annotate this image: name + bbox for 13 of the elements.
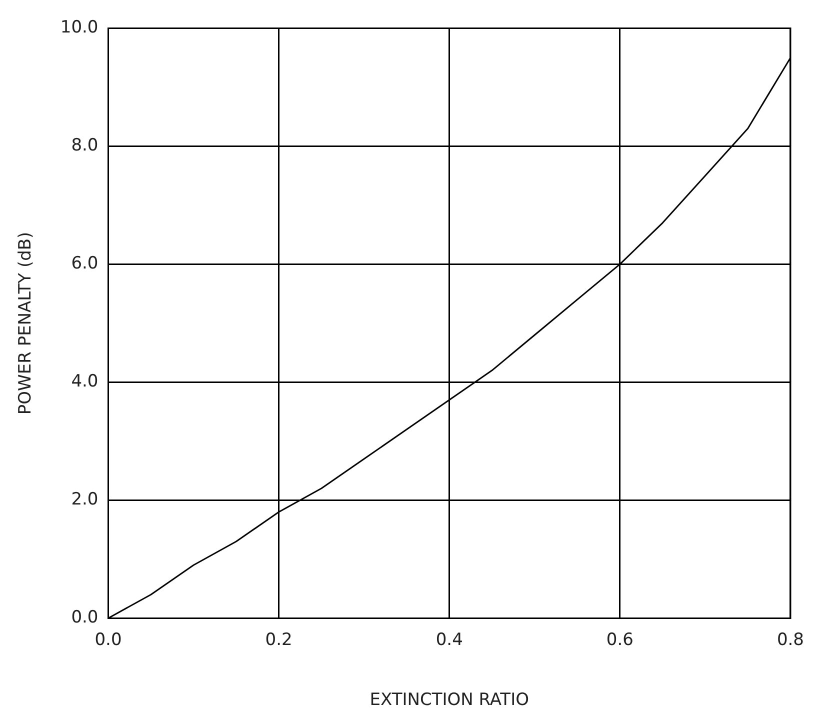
x-axis-title: EXTINCTION RATIO bbox=[370, 690, 529, 710]
x-tick-label: 0.0 bbox=[94, 630, 122, 650]
y-tick-label: 4.0 bbox=[71, 372, 98, 392]
y-tick-label: 6.0 bbox=[71, 254, 98, 274]
y-tick-label: 2.0 bbox=[71, 490, 98, 510]
y-axis-title: POWER PENALTY (dB) bbox=[16, 232, 36, 415]
x-tick-label: 0.2 bbox=[265, 630, 292, 650]
x-tick-label: 0.8 bbox=[776, 630, 804, 650]
y-tick-label: 0.0 bbox=[71, 608, 98, 628]
y-tick-label: 10.0 bbox=[60, 18, 98, 38]
x-tick-label: 0.6 bbox=[606, 630, 634, 650]
y-tick-label: 8.0 bbox=[71, 136, 98, 156]
x-tick-label: 0.4 bbox=[436, 630, 463, 650]
